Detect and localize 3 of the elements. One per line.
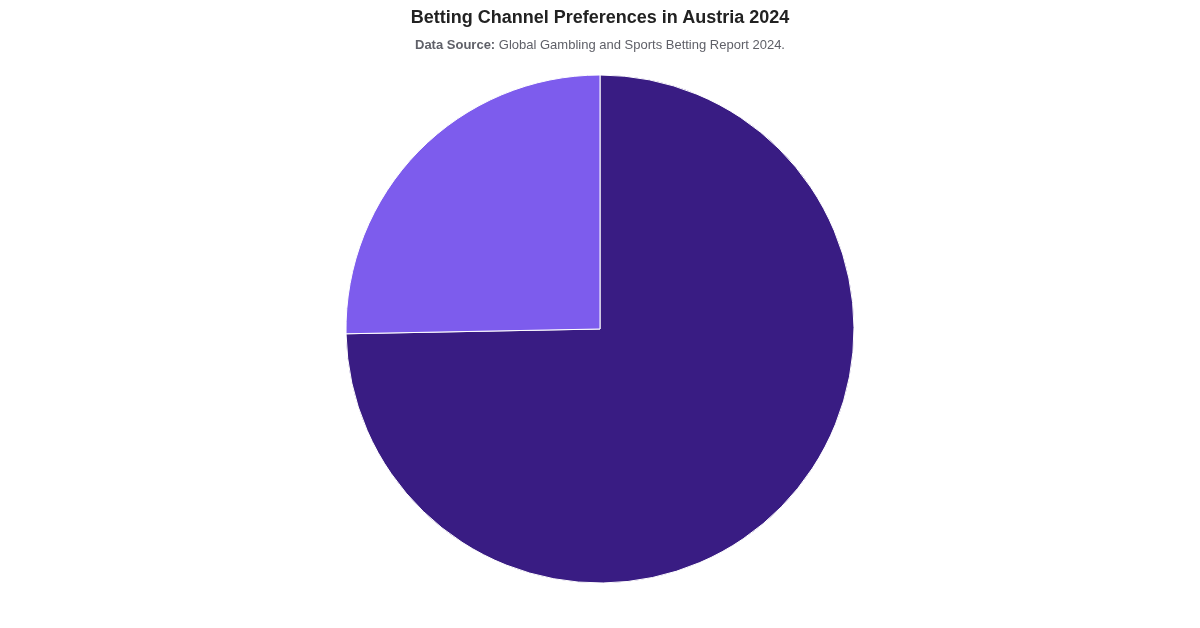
pie-slice bbox=[345, 74, 855, 584]
chart-subtitle: Data Source: Global Gambling and Sports Betting Report 2024. bbox=[415, 37, 785, 52]
chart-title: Betting Channel Preferences in Austria 2024 bbox=[410, 7, 790, 27]
